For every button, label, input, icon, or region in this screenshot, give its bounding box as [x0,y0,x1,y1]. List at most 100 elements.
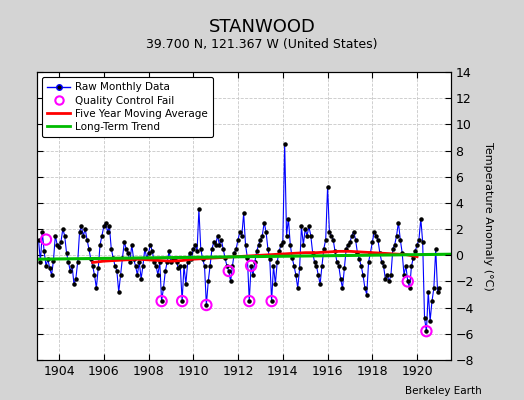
Point [422,328,431,334]
Point [280,141,289,147]
Point [389,246,397,252]
Point [148,248,157,254]
Point [187,256,195,262]
Point [253,248,261,254]
Point [234,236,242,243]
Point [199,256,207,262]
Point [90,272,99,278]
Point [307,232,315,239]
Point [376,250,384,256]
Point [299,242,308,248]
Point [340,265,348,272]
Point [419,239,427,245]
Point [249,272,257,278]
Point [318,262,326,269]
Point [372,232,380,239]
Point [213,232,222,239]
Point [267,298,276,304]
Point [35,236,43,243]
Point [256,236,265,243]
Point [390,242,399,248]
Point [282,232,291,239]
Legend: Raw Monthly Data, Quality Control Fail, Five Year Moving Average, Long-Term Tren: Raw Monthly Data, Quality Control Fail, … [42,77,213,137]
Point [46,265,54,272]
Point [400,272,408,278]
Point [129,256,138,262]
Point [379,262,388,269]
Point [127,242,136,248]
Point [60,232,69,239]
Point [202,302,211,308]
Point [143,255,151,261]
Point [103,228,112,235]
Point [305,223,313,230]
Point [167,259,175,265]
Point [247,262,255,269]
Point [202,302,211,308]
Point [370,228,378,235]
Point [316,281,324,287]
Point [407,262,416,269]
Point [182,281,190,287]
Y-axis label: Temperature Anomaly (°C): Temperature Anomaly (°C) [484,142,494,290]
Point [377,259,386,265]
Point [277,242,285,248]
Point [403,278,412,285]
Point [137,276,145,282]
Point [154,272,162,278]
Point [176,262,184,269]
Point [133,272,141,278]
Point [364,259,373,265]
Point [355,256,364,262]
Point [374,236,382,243]
Point [191,242,199,248]
Point [352,236,360,243]
Point [57,239,65,245]
Point [237,232,246,239]
Point [226,278,235,285]
Point [428,298,436,304]
Point [347,232,356,239]
Point [333,259,341,265]
Point [336,276,345,282]
Point [53,242,61,248]
Point [118,255,127,261]
Point [297,223,305,230]
Point [178,298,187,304]
Point [92,285,101,291]
Point [288,255,297,261]
Point [258,232,267,239]
Point [195,206,203,213]
Point [221,255,229,261]
Point [394,219,402,226]
Point [363,291,371,298]
Point [366,250,375,256]
Point [290,262,298,269]
Point [426,318,434,324]
Text: STANWOOD: STANWOOD [209,18,315,36]
Point [430,285,438,291]
Point [420,315,429,321]
Point [68,262,77,269]
Point [346,239,354,245]
Point [49,257,58,264]
Point [385,278,394,285]
Point [81,226,90,232]
Point [344,242,352,248]
Point [122,246,130,252]
Point [83,236,91,243]
Point [245,298,254,304]
Point [262,228,270,235]
Point [398,250,406,256]
Point [75,228,84,235]
Point [172,259,181,265]
Point [89,262,97,269]
Point [310,259,319,265]
Point [236,228,244,235]
Point [145,250,153,256]
Point [98,232,106,239]
Point [432,246,440,252]
Point [242,242,250,248]
Point [232,246,241,252]
Point [113,268,121,274]
